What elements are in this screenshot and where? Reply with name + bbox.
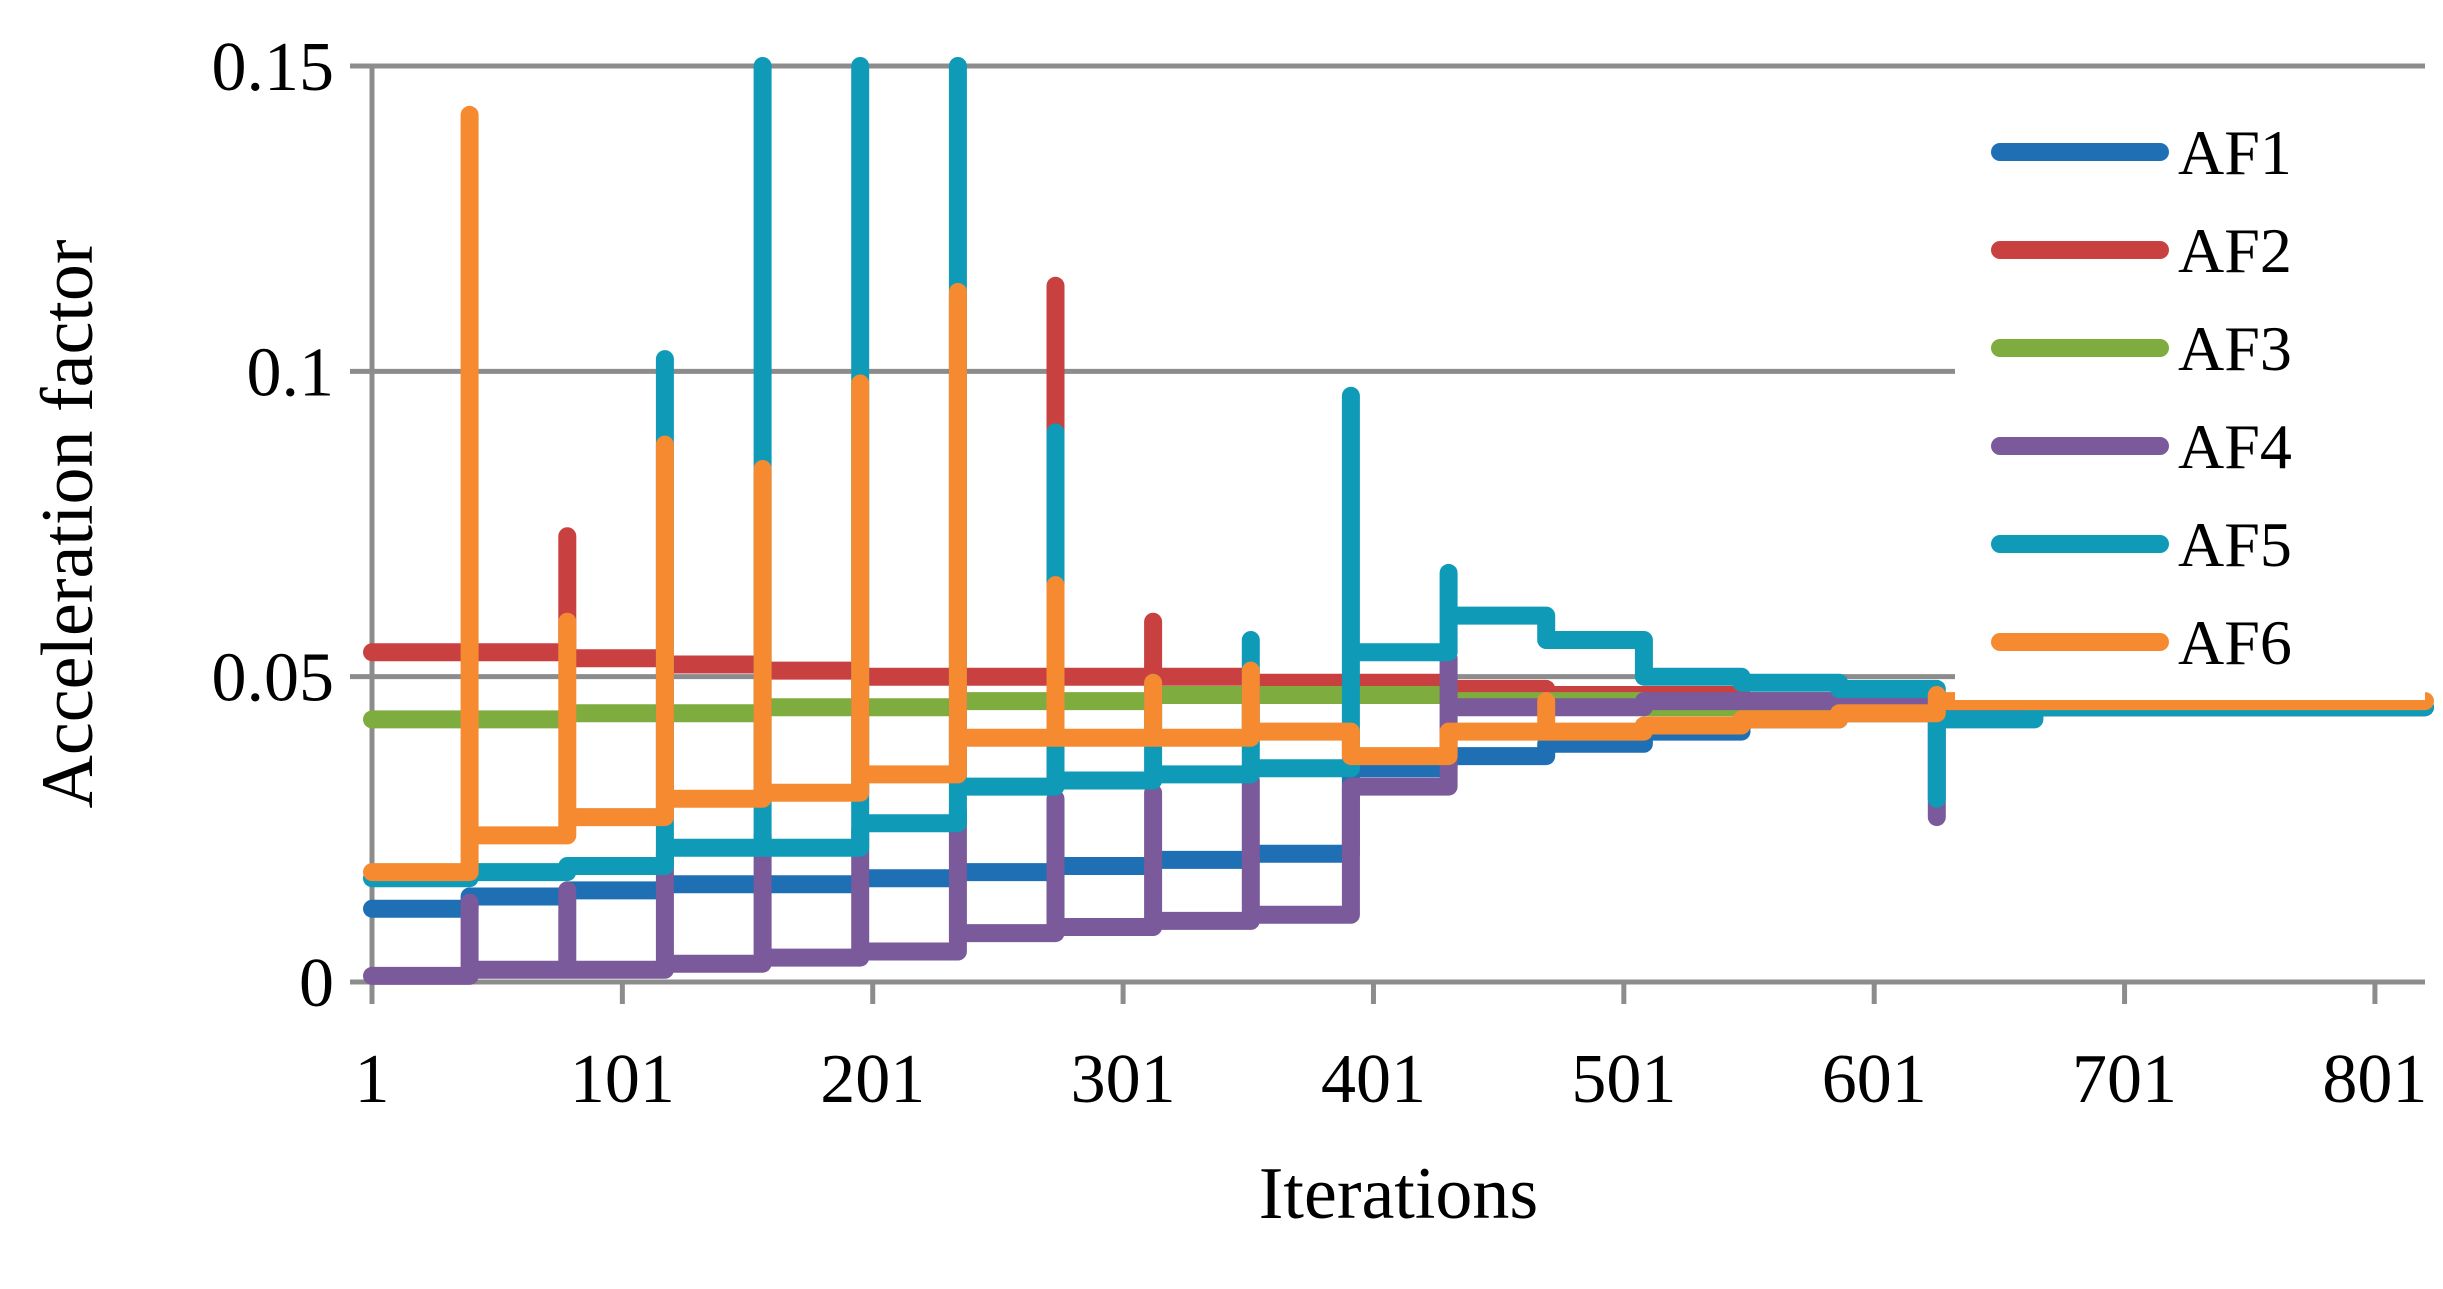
x-tick-label: 401: [1321, 1041, 1426, 1118]
y-tick-label: 0.1: [247, 334, 335, 411]
series-line-af4: [363, 649, 2434, 985]
legend-label-af2: AF2: [2178, 215, 2292, 286]
x-tick-label: 701: [2072, 1041, 2177, 1118]
y-tick-label: 0: [299, 945, 334, 1022]
y-tick-label: 0.05: [212, 640, 335, 717]
x-tick-label: 601: [1822, 1041, 1927, 1118]
x-tick-label: 201: [820, 1041, 925, 1118]
legend-label-af4: AF4: [2178, 411, 2292, 482]
legend-label-af5: AF5: [2178, 509, 2292, 580]
y-tick-label: 0.15: [212, 29, 335, 106]
series-lines: [363, 57, 2434, 985]
x-tick-label: 301: [1071, 1041, 1176, 1118]
x-tick-label: 801: [2322, 1041, 2427, 1118]
series-line-af5: [363, 57, 2434, 888]
series-line-af1: [363, 698, 2434, 918]
x-tick-label: 501: [1571, 1041, 1676, 1118]
y-axis-title: Acceleration factor: [27, 239, 109, 808]
axes: 0 0.05 0.1 0.15 1 101 201 301 401 501 601 701 801: [212, 29, 2428, 1118]
x-tick-label: 1: [355, 1041, 390, 1118]
legend-label-af3: AF3: [2178, 313, 2292, 384]
legend: AF1 AF2 AF3 AF4 AF5 AF6: [1955, 100, 2425, 700]
series-line-af6: [363, 105, 2434, 882]
legend-label-af1: AF1: [2178, 117, 2292, 188]
x-tick-label: 101: [570, 1041, 675, 1118]
legend-label-af6: AF6: [2178, 607, 2292, 678]
x-axis-title: Iterations: [1259, 1153, 1538, 1235]
legend-background: [1955, 100, 2425, 700]
